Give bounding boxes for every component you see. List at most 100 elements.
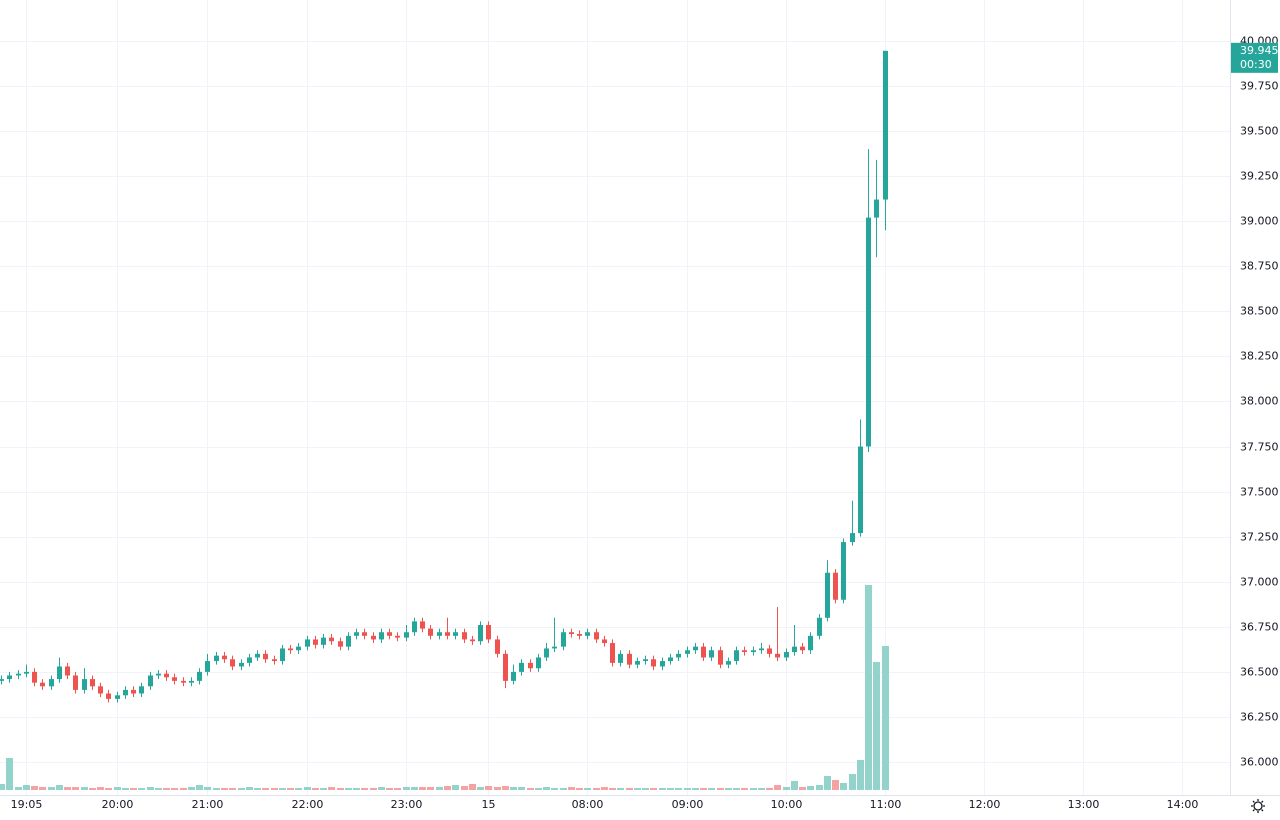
candle-body	[197, 671, 202, 681]
x-tick-label: 15	[482, 798, 496, 811]
volume-bar	[527, 788, 534, 790]
candle-body	[0, 679, 4, 681]
candle-body	[445, 632, 450, 636]
candle-body	[305, 639, 310, 647]
volume-bar	[6, 758, 13, 790]
candle-body	[437, 632, 442, 636]
candle-body	[90, 679, 95, 687]
volume-bar	[89, 788, 96, 790]
volume-bar	[403, 787, 410, 790]
candle-body	[395, 635, 400, 638]
volume-bar	[262, 788, 269, 790]
candle-body	[404, 632, 409, 638]
volume-bar	[650, 788, 657, 790]
volume-bar	[130, 788, 137, 790]
volume-bar	[254, 788, 261, 790]
x-tick-label: 10:00	[771, 798, 803, 811]
x-tick-label: 14:00	[1167, 798, 1199, 811]
volume-bar	[824, 776, 831, 790]
candle-body	[321, 637, 326, 645]
candle-body	[775, 653, 780, 658]
candle-body	[866, 217, 871, 447]
x-tick-label: 09:00	[672, 798, 704, 811]
volume-bar	[840, 783, 847, 790]
y-tick-label: 36.500	[1240, 666, 1279, 679]
axes: 36.000 36.250 36.500 36.750 37.000 37.250 37.5…	[11, 35, 1279, 812]
candle-body	[288, 648, 293, 651]
volume-bar	[378, 787, 385, 790]
volume-bar	[31, 786, 38, 790]
candle-body	[594, 632, 599, 640]
volume-bar	[708, 788, 715, 790]
volume-bar	[72, 787, 79, 790]
x-tick-label: 11:00	[870, 798, 902, 811]
volume-bar	[766, 788, 773, 790]
volume-bar	[849, 774, 856, 790]
volume-bar	[444, 786, 451, 790]
candle-body	[148, 675, 153, 687]
candle-body	[346, 635, 351, 647]
candle-body	[57, 666, 62, 680]
volume-bar	[774, 785, 781, 790]
volume-bar	[617, 788, 624, 790]
volume-bar	[700, 788, 707, 790]
volume-bar	[81, 787, 88, 790]
candle-body	[115, 695, 120, 699]
volume-bar	[626, 788, 633, 790]
candle-body	[585, 632, 590, 636]
volume-bar	[791, 781, 798, 790]
volume-bar	[494, 787, 501, 790]
volume-bar	[394, 788, 401, 790]
volume-bar	[601, 787, 608, 790]
candle-body	[676, 653, 681, 658]
x-tick-label: 22:00	[292, 798, 324, 811]
volume-bar	[659, 788, 666, 790]
candle-body	[792, 646, 797, 653]
y-tick-label: 39.500	[1240, 125, 1279, 138]
candle-body	[16, 673, 21, 676]
candle-body	[883, 50, 888, 200]
volume-bar	[23, 785, 30, 790]
volume-bar	[452, 785, 459, 790]
candle-body	[709, 650, 714, 658]
candle-body	[519, 662, 524, 672]
volume-bar	[502, 786, 509, 790]
volume-bar	[304, 787, 311, 790]
y-tick-label: 39.750	[1240, 80, 1279, 93]
volume-bar	[832, 780, 839, 790]
candle-body	[32, 671, 37, 683]
volume-bar	[171, 788, 178, 790]
candle-body	[82, 679, 87, 690]
candle-body	[610, 643, 615, 663]
candle-body	[214, 655, 219, 662]
y-tick-label: 37.000	[1240, 576, 1279, 589]
candle-body	[98, 686, 103, 694]
candles	[0, 50, 888, 703]
volume-bar	[204, 787, 211, 790]
candle-body	[263, 653, 268, 660]
candle-body	[685, 650, 690, 654]
candle-body	[726, 661, 731, 665]
volume-bar	[122, 788, 129, 790]
volume-bar	[584, 788, 591, 790]
volume-bar	[667, 788, 674, 790]
candle-body	[371, 635, 376, 640]
volume-bar	[461, 786, 468, 790]
volume-bar	[857, 760, 864, 790]
y-tick-label: 39.000	[1240, 215, 1279, 228]
settings-icon[interactable]	[1251, 799, 1265, 813]
candle-body	[255, 653, 260, 658]
candle-body	[874, 199, 879, 218]
volume-bar	[750, 788, 757, 790]
volume-bar	[312, 788, 319, 790]
volume-bar	[411, 787, 418, 790]
volume-bar	[576, 788, 583, 790]
candle-body	[313, 639, 318, 645]
volume-bar	[469, 784, 476, 790]
volume-bar	[642, 788, 649, 790]
candle-body	[486, 625, 491, 640]
y-tick-label: 37.500	[1240, 486, 1279, 499]
